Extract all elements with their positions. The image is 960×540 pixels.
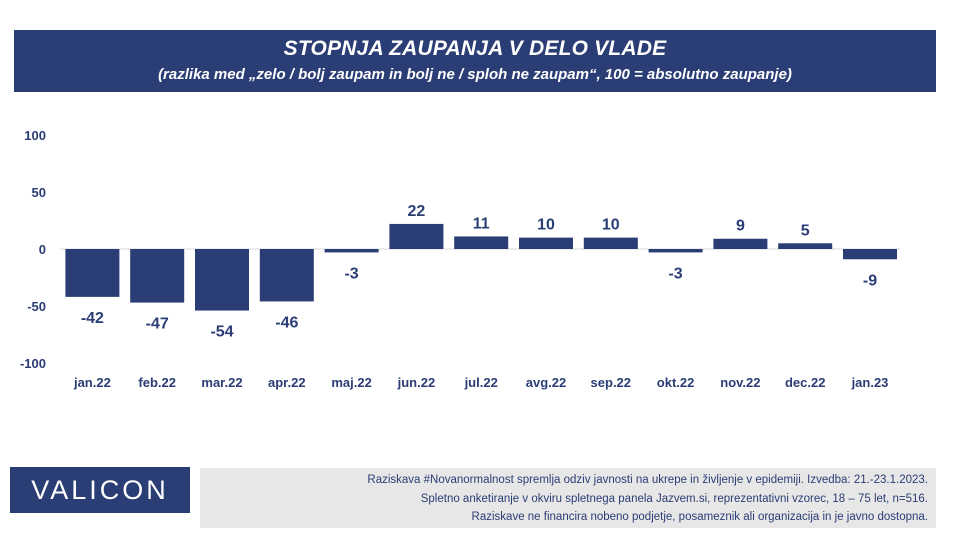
bar xyxy=(648,249,703,253)
footnote-line: Raziskave ne financira nobeno podjetje, … xyxy=(471,511,928,523)
y-tick-label: 100 xyxy=(24,128,46,143)
data-label: -47 xyxy=(146,316,169,333)
y-tick-label: -100 xyxy=(20,356,46,371)
bar xyxy=(259,249,314,302)
bar xyxy=(130,249,185,303)
bar-chart: 100 50 0 -50 -100 -42 jan.22 -47 feb.22 -54 mar.22… xyxy=(20,128,901,390)
chart-title: STOPNJA ZAUPANJA V DELO VLADE xyxy=(283,37,667,60)
x-tick-label: apr.22 xyxy=(268,375,306,390)
footnote-line: Raziskava #Novanormalnost spremlja odziv… xyxy=(367,474,928,486)
data-label: 11 xyxy=(473,215,490,232)
x-tick-label: dec.22 xyxy=(785,375,825,390)
x-tick-label: jan.23 xyxy=(851,375,889,390)
footnote-line: Spletno anketiranje v okviru spletnega p… xyxy=(420,492,928,505)
data-label: 9 xyxy=(736,218,745,235)
data-label: 22 xyxy=(408,203,426,220)
data-label: -54 xyxy=(210,324,233,341)
valicon-logo: VALICON xyxy=(10,467,190,513)
data-label: -46 xyxy=(275,314,298,331)
bar xyxy=(583,237,638,249)
y-tick-label: 0 xyxy=(39,242,46,257)
footnote-box: Raziskava #Novanormalnost spremlja odziv… xyxy=(200,468,936,528)
x-tick-label: okt.22 xyxy=(657,375,695,390)
data-label: -3 xyxy=(668,265,682,282)
bar xyxy=(519,237,573,249)
x-tick-label: avg.22 xyxy=(526,375,566,390)
bar xyxy=(195,249,249,311)
bar xyxy=(454,236,509,249)
x-tick-label: jun.22 xyxy=(397,375,436,390)
x-tick-label: mar.22 xyxy=(201,375,242,390)
x-tick-label: feb.22 xyxy=(138,375,176,390)
data-label: 10 xyxy=(602,217,620,234)
data-label: -9 xyxy=(863,272,877,289)
bar xyxy=(778,243,833,249)
x-tick-label: jul.22 xyxy=(464,375,498,390)
bar xyxy=(843,249,897,260)
x-tick-label: maj.22 xyxy=(331,375,371,390)
bar xyxy=(65,249,120,297)
bar xyxy=(389,223,444,249)
data-label: 10 xyxy=(537,217,555,234)
x-tick-label: jan.22 xyxy=(73,375,111,390)
chart-subtitle: (razlika med „zelo / bolj zaupam in bolj… xyxy=(158,66,792,83)
y-tick-label: -50 xyxy=(27,299,46,314)
data-label: -42 xyxy=(81,310,104,327)
data-label: -3 xyxy=(344,265,358,282)
chart-header-banner: STOPNJA ZAUPANJA V DELO VLADE (razlika m… xyxy=(14,30,936,92)
bar xyxy=(324,249,379,253)
bar xyxy=(713,238,768,249)
data-label: 5 xyxy=(801,222,810,239)
y-tick-label: 50 xyxy=(32,185,46,200)
x-tick-label: sep.22 xyxy=(591,375,631,390)
x-tick-label: nov.22 xyxy=(720,375,760,390)
